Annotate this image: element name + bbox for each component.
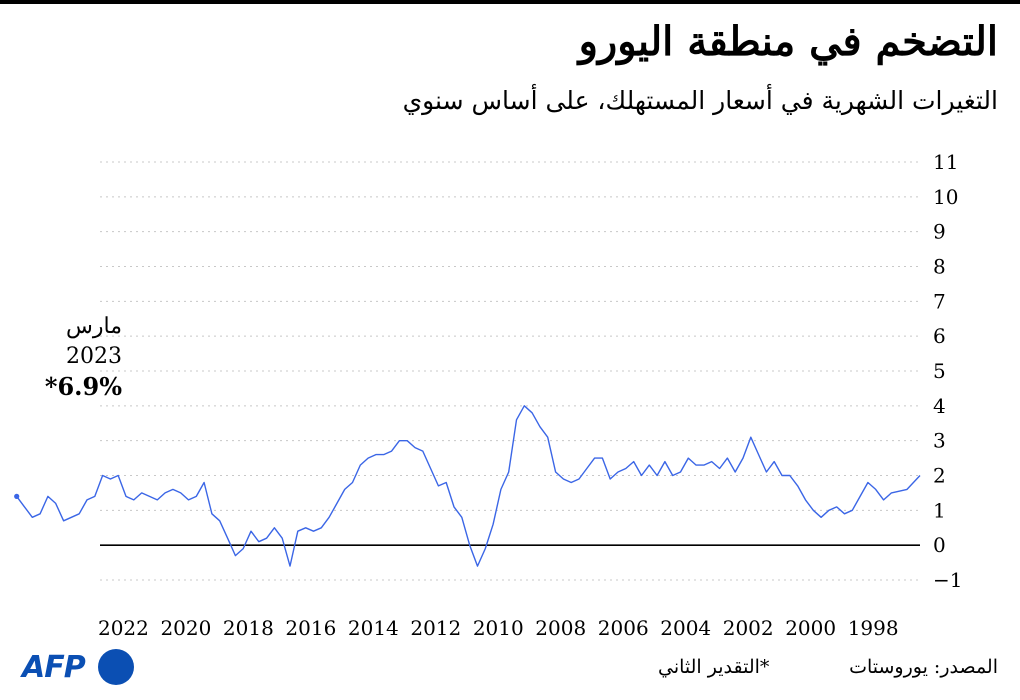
y-tick-label: 11 — [933, 150, 958, 174]
y-tick-label: 3 — [933, 429, 946, 453]
x-tick-label: 1998 — [848, 616, 899, 640]
y-tick-label: 4 — [933, 394, 946, 418]
y-tick-label: −1 — [933, 568, 962, 592]
y-axis-ticks: −1 0 1 2 3 4 5 6 7 8 9 10 11 — [933, 150, 962, 592]
estimate-footnote: *التقدير الثاني — [658, 656, 770, 678]
x-tick-label: 2002 — [723, 616, 774, 640]
x-tick-label: 2012 — [410, 616, 461, 640]
x-tick-label: 2014 — [348, 616, 399, 640]
x-tick-label: 2000 — [785, 616, 836, 640]
annotation-month: مارس — [66, 314, 122, 339]
source-note: المصدر: يوروستات — [849, 656, 998, 678]
x-tick-label: 2020 — [160, 616, 211, 640]
annotation-value: *6.9% — [44, 372, 122, 401]
x-tick-label: 2022 — [98, 616, 149, 640]
y-tick-label: 8 — [933, 255, 946, 279]
y-tick-label: 10 — [933, 185, 958, 209]
y-tick-label: 5 — [933, 359, 946, 383]
x-tick-label: 2008 — [535, 616, 586, 640]
afp-logo-dot-icon — [98, 649, 134, 685]
y-tick-label: 2 — [933, 464, 946, 488]
x-tick-label: 2018 — [223, 616, 274, 640]
y-tick-label: 0 — [933, 533, 946, 557]
afp-logo: AFP — [22, 649, 134, 686]
x-tick-label: 2010 — [473, 616, 524, 640]
x-tick-label: 2006 — [598, 616, 649, 640]
gridlines — [100, 161, 920, 581]
series-group — [14, 405, 921, 567]
x-axis-ticks: 2022 2020 2018 2016 2014 2012 2010 2008 2006 2004… — [98, 616, 899, 640]
x-tick-label: 2016 — [285, 616, 336, 640]
y-tick-label: 6 — [933, 324, 946, 348]
chart-subtitle: التغيرات الشهرية في أسعار المستهلك، على … — [402, 86, 998, 115]
inflation-series-line — [16, 405, 921, 567]
y-tick-label: 9 — [933, 220, 946, 244]
chart-title: التضخم في منطقة اليورو — [578, 18, 998, 65]
y-tick-label: 1 — [933, 498, 946, 522]
top-rule — [0, 0, 1020, 4]
latest-data-point — [14, 493, 20, 499]
annotation-year: 2023 — [66, 344, 122, 369]
inflation-line-chart: −1 0 1 2 3 4 5 6 7 8 9 10 11 2022 2020 2018 2016 2014 201… — [14, 150, 962, 640]
afp-logo-text: AFP — [22, 650, 86, 685]
latest-value-annotation: مارس 2023 *6.9% — [18, 312, 122, 402]
x-tick-label: 2004 — [660, 616, 711, 640]
y-tick-label: 7 — [933, 289, 946, 313]
